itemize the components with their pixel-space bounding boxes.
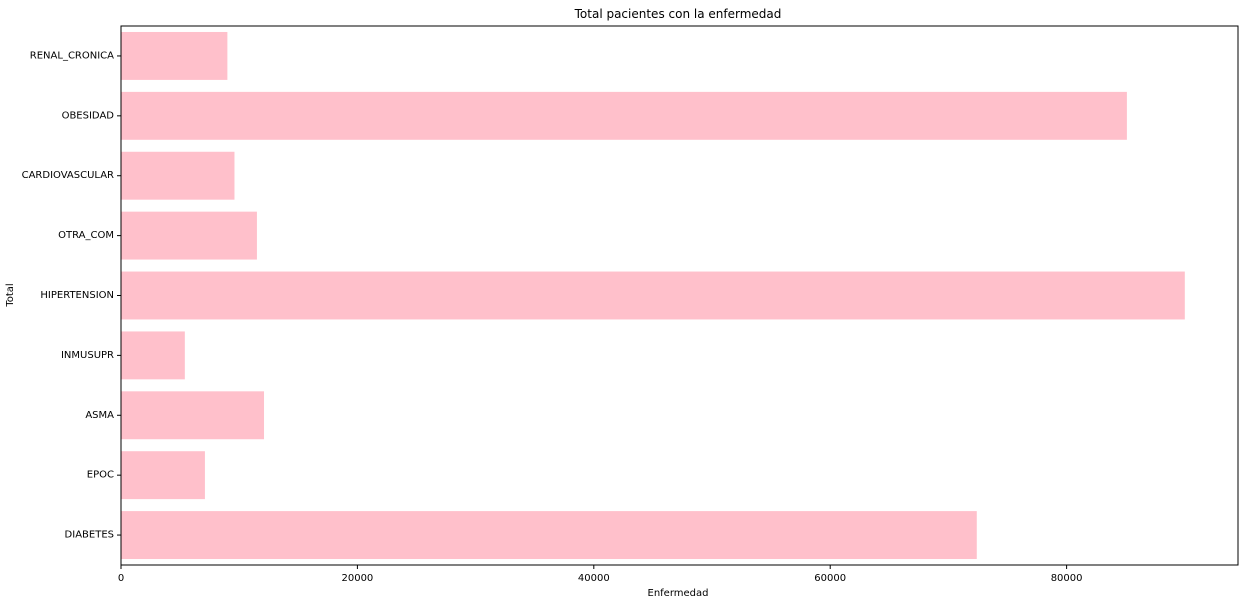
y-tick-label: EPOC [87, 470, 114, 481]
bar-epoc [121, 451, 205, 500]
bar-otra-com [121, 211, 257, 260]
bar-hipertension [121, 271, 1185, 320]
x-ticks-group: 0 20000 40000 60000 80000 [118, 565, 1083, 584]
x-tick-label: 80000 [1051, 573, 1083, 584]
y-tick-label: RENAL_CRONICA [30, 50, 114, 61]
x-tick-label: 20000 [341, 573, 373, 584]
y-tick-label: CARDIOVASCULAR [22, 170, 114, 181]
bar-diabetes [121, 511, 977, 560]
y-axis-label: Total [5, 283, 16, 307]
chart-title: Total pacientes con la enfermedad [574, 7, 782, 21]
y-ticks-group: DIABETES EPOC ASMA INMUSUPR HIPERTENSION OTRA… [22, 50, 121, 541]
plot-area-frame [120, 25, 1239, 566]
y-tick-label: HIPERTENSION [40, 290, 114, 301]
y-tick-label: OBESIDAD [62, 110, 115, 121]
bars-group [121, 31, 1185, 560]
bar-inmusupr [121, 331, 185, 380]
y-tick-label: OTRA_COM [58, 230, 114, 241]
x-tick-label: 40000 [578, 573, 610, 584]
bar-cardiovascular [121, 151, 235, 200]
x-tick-label: 60000 [814, 573, 846, 584]
x-axis-label: Enfermedad [648, 588, 709, 599]
y-tick-label: ASMA [85, 410, 114, 421]
y-tick-label: DIABETES [65, 530, 114, 541]
bar-asma [121, 391, 265, 440]
bar-renal-cronica [121, 31, 228, 80]
bar-obesidad [121, 91, 1127, 140]
y-tick-label: INMUSUPR [61, 350, 114, 361]
x-tick-label: 0 [118, 573, 124, 584]
